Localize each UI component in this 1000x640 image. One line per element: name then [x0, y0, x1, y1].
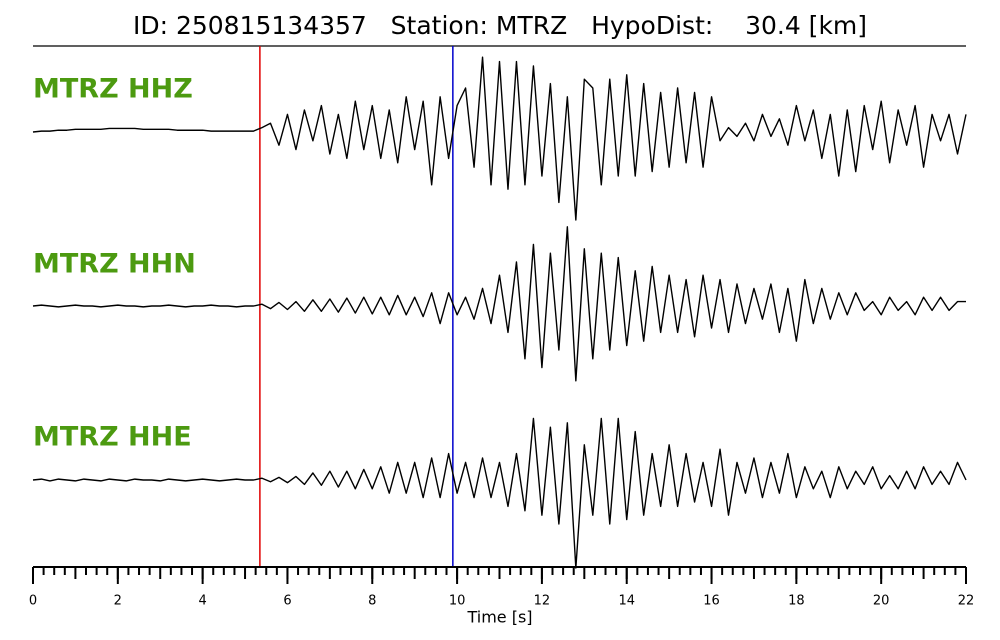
- x-axis-label: Time [s]: [466, 608, 532, 627]
- chart-title: ID: 250815134357 Station: MTRZ HypoDist:…: [133, 11, 867, 40]
- trace-label: MTRZ HHE: [33, 422, 192, 453]
- trace: [32, 417, 967, 569]
- x-tick-label: 22: [958, 594, 975, 609]
- x-tick-label: 20: [873, 594, 890, 609]
- trace-label: MTRZ HHN: [33, 249, 196, 280]
- x-tick-label: 0: [29, 594, 37, 609]
- trace: [32, 226, 966, 382]
- x-tick-label: 6: [283, 594, 291, 609]
- x-tick-label: 10: [449, 594, 466, 609]
- x-tick-label: 16: [703, 594, 720, 609]
- x-tick-label: 12: [534, 594, 551, 609]
- trace-label: MTRZ HHZ: [33, 74, 193, 105]
- x-tick-label: 4: [198, 594, 206, 609]
- x-tick-label: 8: [368, 594, 376, 609]
- x-tick-label: 18: [788, 594, 805, 609]
- x-tick-label: 2: [114, 594, 122, 609]
- trace: [32, 56, 967, 221]
- x-tick-label: 14: [618, 594, 635, 609]
